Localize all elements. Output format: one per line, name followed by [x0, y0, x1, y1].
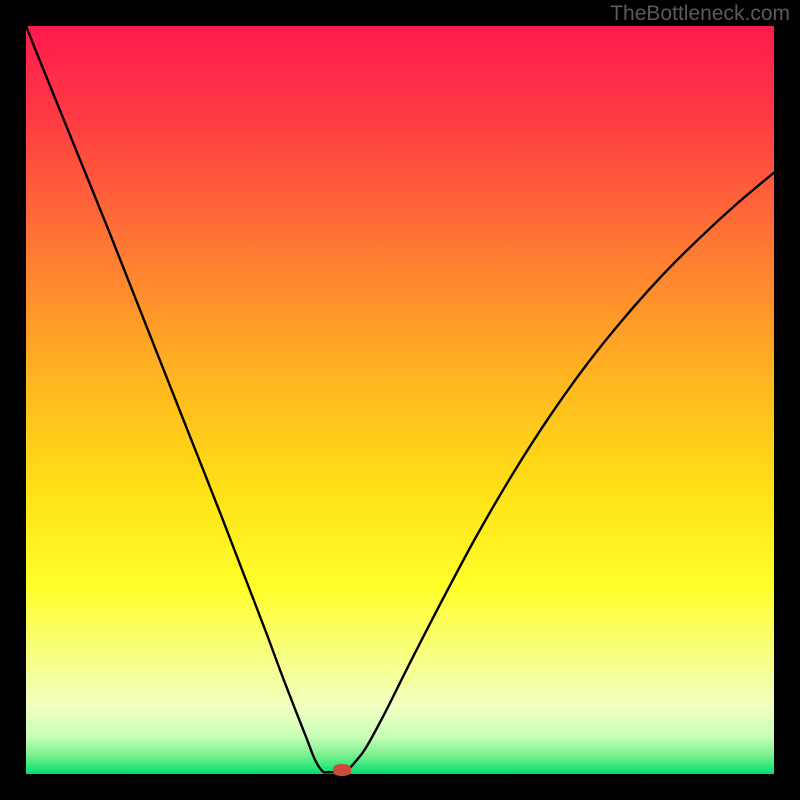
plot-area [26, 26, 774, 774]
bottleneck-curve [26, 26, 774, 772]
outer-frame: TheBottleneck.com [0, 0, 800, 800]
curve-layer [26, 26, 774, 774]
min-point-marker [333, 764, 351, 776]
watermark-text: TheBottleneck.com [610, 2, 790, 26]
